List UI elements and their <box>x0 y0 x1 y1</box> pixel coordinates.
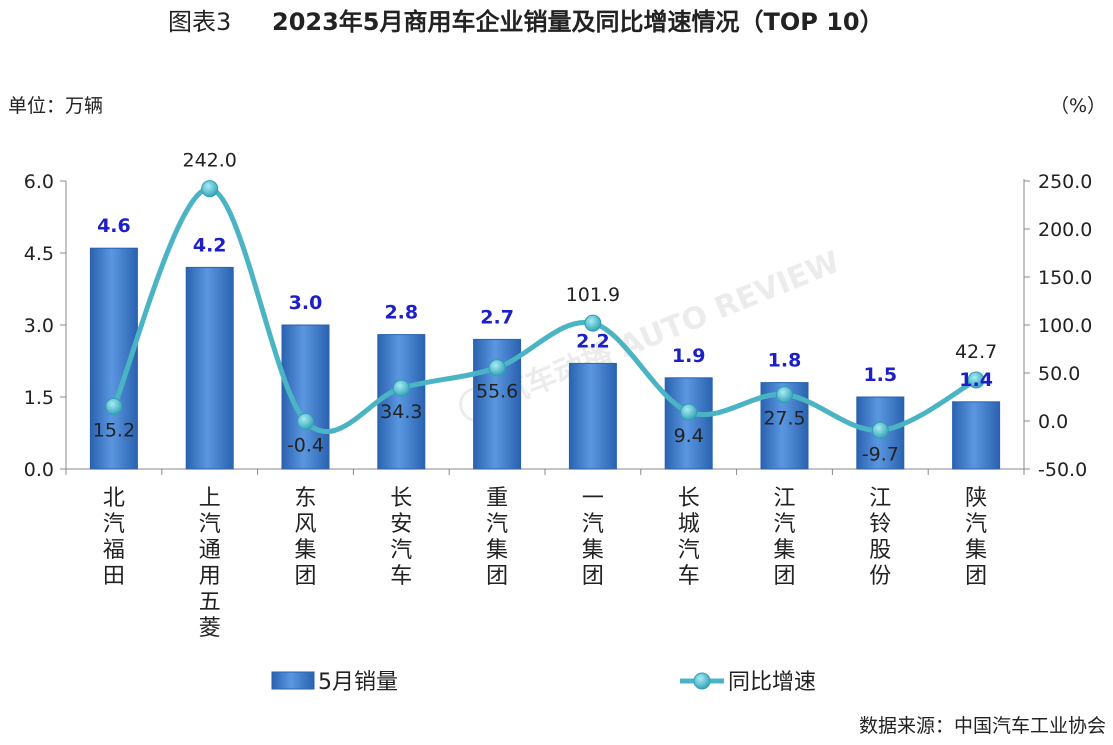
category-labels: 北汽福田 上汽通用五菱 东风集团 长安汽车 重汽集团 一汽集团 长城汽车 江汽集团 江铃股份 陕汽… <box>103 486 987 641</box>
line-marker <box>967 371 985 389</box>
line-marker <box>488 359 506 377</box>
bar-value-label: 4.6 <box>97 215 131 237</box>
line-series <box>105 180 985 439</box>
line-marker <box>201 180 219 198</box>
right-tick-label: 150.0 <box>1038 267 1092 289</box>
category-label: 重汽集团 <box>486 486 508 589</box>
legend-line-marker <box>693 672 711 690</box>
line-value-label: -0.4 <box>287 434 324 456</box>
line-marker <box>105 397 123 415</box>
bar-series <box>89 247 1001 470</box>
right-tick-label: 50.0 <box>1038 363 1080 385</box>
data-labels: 4.6 4.2 3.0 2.8 2.7 2.2 1.9 1.8 1.5 1.4 15.2 242.0 -… <box>93 150 998 466</box>
category-label: 一汽集团 <box>582 486 604 589</box>
bar-value-label: 1.5 <box>863 364 897 386</box>
line-marker <box>776 386 793 404</box>
bar-value-label: 1.4 <box>959 369 993 391</box>
bar <box>664 377 713 470</box>
line-value-label: 55.6 <box>476 381 518 403</box>
bar-value-label: 1.9 <box>672 345 706 367</box>
line-value-label: 15.2 <box>93 419 135 441</box>
category-label: 陕汽集团 <box>965 486 987 589</box>
left-unit-label: 单位：万辆 <box>8 95 103 117</box>
bar-value-label: 4.2 <box>193 234 227 256</box>
category-label: 东风集团 <box>294 486 316 589</box>
line-marker <box>297 412 314 430</box>
right-tick-label: -50.0 <box>1038 459 1087 481</box>
bar-value-label: 1.8 <box>768 350 802 372</box>
right-unit-label: （%） <box>1050 95 1106 117</box>
bar-value-label: 3.0 <box>289 292 323 314</box>
bar-value-label: 2.7 <box>480 306 514 328</box>
line-marker <box>392 379 410 397</box>
right-tick-label: 200.0 <box>1038 219 1092 241</box>
legend-line-label: 同比增速 <box>728 670 816 695</box>
left-tick-label: 4.5 <box>24 243 54 265</box>
bar <box>377 334 426 470</box>
line-marker <box>680 403 698 421</box>
line-value-label: 34.3 <box>380 401 422 423</box>
chart-title: 2023年5月商用车企业销量及同比增速情况（TOP 10） <box>272 8 884 36</box>
figure-label: 图表3 <box>168 8 231 36</box>
bar-value-label: 2.8 <box>384 302 418 324</box>
line-value-label: 42.7 <box>955 341 997 363</box>
line-marker <box>871 421 889 439</box>
line-value-label: 27.5 <box>763 408 805 430</box>
legend-bar-swatch <box>271 671 315 690</box>
line-marker <box>584 314 602 332</box>
left-tick-label: 3.0 <box>24 315 54 337</box>
category-label: 北汽福田 <box>103 486 125 589</box>
legend-bar-label: 5月销量 <box>318 670 398 695</box>
category-label: 江汽集团 <box>773 486 795 589</box>
line-value-label: 9.4 <box>674 425 704 447</box>
axes: 0.0 1.5 3.0 4.5 6.0 -50.0 0.0 50.0 100.0 150.0 200… <box>24 171 1093 481</box>
bar-value-label: 2.2 <box>576 330 610 352</box>
right-tick-label: 100.0 <box>1038 315 1092 337</box>
legend: 5月销量 同比增速 <box>271 670 816 695</box>
category-label: 上汽通用五菱 <box>199 486 221 641</box>
source-note: 数据来源：中国汽车工业协会 <box>859 715 1106 737</box>
bar <box>952 401 1001 470</box>
left-tick-label: 0.0 <box>24 459 54 481</box>
line-value-label: -9.7 <box>862 443 899 465</box>
left-tick-label: 1.5 <box>24 387 54 409</box>
right-tick-label: 250.0 <box>1038 171 1092 193</box>
bar <box>185 266 234 470</box>
right-tick-label: 0.0 <box>1038 411 1068 433</box>
line-value-label: 101.9 <box>566 284 620 306</box>
category-label: 长安汽车 <box>390 486 412 589</box>
category-label: 江铃股份 <box>869 486 891 589</box>
left-tick-label: 6.0 <box>24 171 54 193</box>
category-label: 长城汽车 <box>678 486 700 589</box>
bar <box>568 362 617 470</box>
line-value-label: 242.0 <box>182 150 236 172</box>
